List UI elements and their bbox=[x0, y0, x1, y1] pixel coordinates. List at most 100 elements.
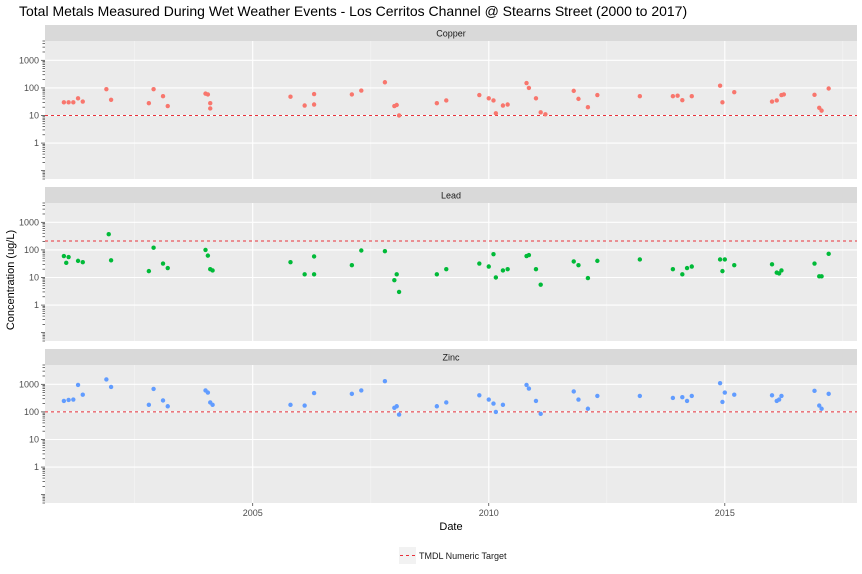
data-point bbox=[533, 398, 539, 404]
data-point bbox=[434, 100, 440, 106]
y-tick-label: 1 bbox=[34, 462, 39, 472]
data-point bbox=[165, 103, 170, 109]
y-tick-label: 1 bbox=[34, 300, 39, 310]
data-point bbox=[684, 398, 690, 404]
data-point bbox=[80, 99, 85, 104]
data-point bbox=[491, 251, 496, 257]
data-point bbox=[769, 99, 775, 104]
x-tick-label: 2015 bbox=[715, 508, 735, 518]
data-point bbox=[776, 271, 782, 276]
y-tick-label: 100 bbox=[24, 245, 39, 255]
data-point bbox=[434, 404, 440, 409]
data-point bbox=[359, 248, 364, 253]
data-point bbox=[505, 266, 510, 272]
data-point bbox=[812, 388, 817, 394]
data-point bbox=[108, 97, 114, 103]
data-point bbox=[817, 403, 822, 408]
data-point bbox=[524, 80, 529, 86]
data-point bbox=[732, 392, 737, 397]
data-point bbox=[311, 390, 317, 396]
data-point bbox=[486, 397, 491, 402]
data-point bbox=[533, 266, 539, 272]
data-point bbox=[64, 260, 69, 266]
data-point bbox=[160, 94, 166, 99]
data-point bbox=[160, 398, 166, 403]
data-point bbox=[500, 268, 506, 273]
data-point bbox=[526, 386, 532, 391]
y-tick-label: 100 bbox=[24, 407, 39, 417]
data-point bbox=[533, 96, 539, 101]
data-point bbox=[637, 257, 643, 262]
data-point bbox=[477, 393, 482, 398]
data-point bbox=[576, 397, 581, 402]
data-point bbox=[205, 92, 211, 97]
data-point bbox=[151, 386, 156, 392]
y-tick-label: 100 bbox=[24, 83, 39, 93]
data-point bbox=[576, 96, 581, 102]
y-tick-label: 1 bbox=[34, 138, 39, 148]
data-point bbox=[670, 94, 676, 99]
data-point bbox=[208, 106, 213, 111]
panel-background bbox=[45, 203, 857, 341]
data-point bbox=[585, 406, 591, 411]
data-point bbox=[61, 253, 67, 259]
data-point bbox=[382, 248, 388, 254]
legend: TMDL Numeric Target bbox=[399, 547, 507, 564]
data-point bbox=[526, 252, 532, 258]
data-point bbox=[396, 412, 402, 417]
data-point bbox=[812, 92, 817, 98]
data-point bbox=[302, 103, 307, 108]
data-point bbox=[394, 102, 399, 108]
data-point bbox=[819, 108, 824, 113]
data-point bbox=[684, 265, 690, 271]
data-point bbox=[680, 395, 685, 400]
data-point bbox=[434, 272, 440, 277]
data-point bbox=[493, 275, 499, 280]
data-point bbox=[396, 113, 402, 118]
data-point bbox=[571, 88, 576, 94]
data-point bbox=[61, 398, 67, 404]
data-point bbox=[595, 393, 600, 399]
data-point bbox=[444, 266, 449, 272]
data-point bbox=[769, 393, 775, 398]
y-tick-label: 1000 bbox=[19, 379, 39, 389]
data-point bbox=[637, 94, 643, 99]
y-tick-label: 10 bbox=[29, 434, 39, 444]
data-point bbox=[585, 104, 591, 110]
data-point bbox=[717, 257, 723, 262]
data-point bbox=[349, 92, 355, 97]
data-point bbox=[689, 94, 694, 99]
data-point bbox=[819, 406, 824, 411]
data-point bbox=[576, 262, 581, 268]
data-point bbox=[585, 275, 591, 281]
data-point bbox=[486, 264, 491, 269]
data-point bbox=[311, 254, 317, 259]
x-axis-title: Date bbox=[439, 521, 462, 533]
data-point bbox=[595, 258, 600, 264]
y-tick-label: 1000 bbox=[19, 217, 39, 227]
data-point bbox=[288, 259, 293, 265]
data-point bbox=[349, 391, 355, 397]
data-point bbox=[720, 268, 725, 274]
data-point bbox=[689, 264, 694, 269]
data-point bbox=[543, 112, 548, 117]
data-point bbox=[680, 97, 685, 103]
data-point bbox=[288, 94, 293, 99]
y-tick-label: 10 bbox=[29, 272, 39, 282]
data-point bbox=[203, 247, 208, 253]
data-point bbox=[165, 404, 170, 409]
data-point bbox=[106, 232, 111, 237]
facet-strip-label: Zinc bbox=[442, 353, 460, 363]
data-point bbox=[722, 390, 728, 395]
data-point bbox=[210, 268, 215, 273]
data-point bbox=[302, 403, 307, 408]
data-point bbox=[61, 100, 67, 105]
data-point bbox=[826, 86, 831, 91]
data-point bbox=[538, 110, 543, 115]
data-point bbox=[571, 259, 576, 264]
data-point bbox=[75, 382, 81, 388]
data-point bbox=[302, 272, 307, 277]
data-point bbox=[774, 98, 779, 103]
data-point bbox=[104, 86, 109, 92]
